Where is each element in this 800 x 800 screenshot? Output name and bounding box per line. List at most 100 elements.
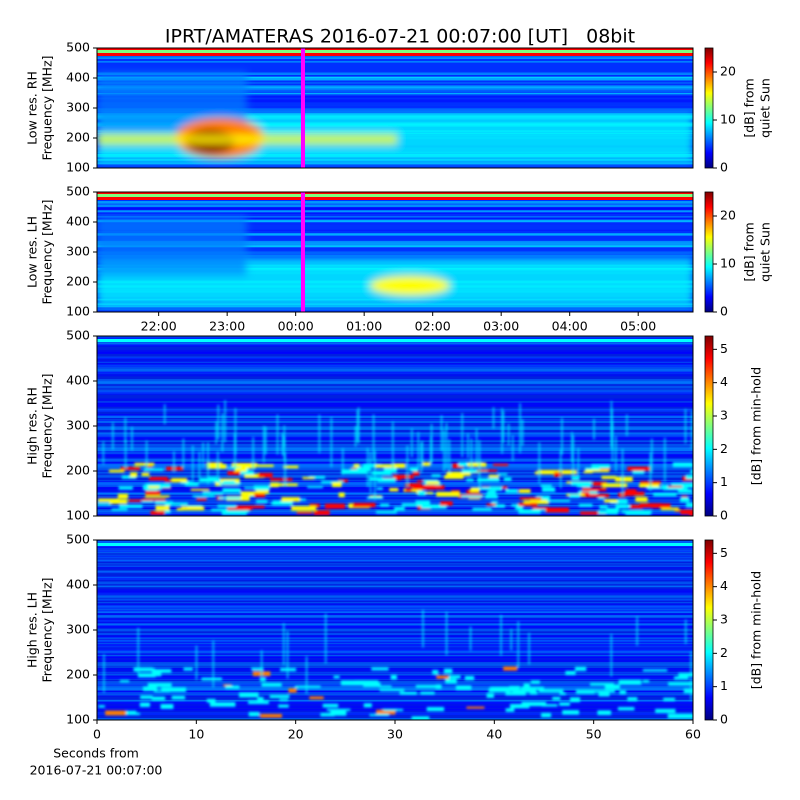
burst xyxy=(374,464,401,468)
burst xyxy=(530,680,540,684)
band xyxy=(97,644,693,646)
streak xyxy=(212,640,215,688)
burst xyxy=(503,477,512,482)
band xyxy=(97,360,693,363)
band xyxy=(97,453,693,457)
band xyxy=(97,565,693,567)
x-tick-label: 02:00 xyxy=(415,319,451,334)
y-tick-label: 200 xyxy=(66,667,90,682)
streak xyxy=(198,451,201,484)
burst xyxy=(380,503,390,507)
streak xyxy=(492,407,495,429)
band xyxy=(97,61,693,63)
streak xyxy=(519,403,522,454)
burst xyxy=(141,472,150,477)
burst xyxy=(486,503,496,506)
band xyxy=(97,251,693,254)
burst xyxy=(632,469,645,475)
burst xyxy=(181,506,205,511)
burst xyxy=(389,487,399,492)
burst xyxy=(393,474,414,479)
streak xyxy=(625,414,628,436)
burst xyxy=(121,475,137,479)
streak xyxy=(284,452,287,487)
marker xyxy=(301,48,305,168)
burst xyxy=(259,677,266,682)
burst xyxy=(627,466,651,471)
y-tick-label: 200 xyxy=(66,274,90,289)
band xyxy=(97,306,693,309)
band xyxy=(97,365,693,368)
burst xyxy=(678,672,693,677)
spectrogram xyxy=(97,192,693,312)
burst xyxy=(681,495,688,499)
burst xyxy=(220,478,240,483)
burst xyxy=(190,488,210,491)
band xyxy=(97,692,693,694)
burst xyxy=(330,710,347,716)
y-axis-label: Low res. LH xyxy=(25,216,40,288)
band xyxy=(97,432,693,434)
streak xyxy=(366,448,369,487)
streak xyxy=(475,428,478,464)
band xyxy=(97,402,693,405)
band xyxy=(97,649,693,651)
burst xyxy=(553,472,563,477)
band xyxy=(97,351,693,355)
burst xyxy=(240,491,260,496)
band xyxy=(97,244,693,246)
burst xyxy=(281,497,300,502)
streak xyxy=(614,436,617,472)
streak xyxy=(448,439,451,474)
burst xyxy=(294,685,321,688)
band xyxy=(97,444,693,447)
streak xyxy=(684,409,687,444)
burst xyxy=(151,671,162,677)
colorbar xyxy=(704,539,714,721)
burst xyxy=(299,498,307,501)
burst xyxy=(685,474,693,480)
burst xyxy=(470,487,480,493)
streak xyxy=(283,425,286,448)
burst xyxy=(217,504,237,508)
y-tick-label: 400 xyxy=(66,373,90,388)
streak xyxy=(252,436,255,470)
streak xyxy=(163,404,166,425)
band xyxy=(97,662,693,665)
burst xyxy=(321,480,343,484)
burst xyxy=(227,471,241,476)
burst xyxy=(222,488,241,493)
burst xyxy=(117,493,129,499)
band xyxy=(97,541,693,543)
burst xyxy=(218,496,241,500)
burst xyxy=(390,674,397,680)
band xyxy=(97,617,693,621)
band xyxy=(97,389,693,392)
burst xyxy=(145,495,170,498)
band xyxy=(97,682,693,686)
burst xyxy=(672,462,693,468)
colorbar-tick-label: 5 xyxy=(720,545,728,560)
band xyxy=(97,107,693,111)
band xyxy=(97,656,693,658)
burst xyxy=(254,493,266,498)
burst xyxy=(258,472,273,478)
burst xyxy=(568,711,580,714)
burst xyxy=(196,498,207,501)
streak xyxy=(478,440,481,488)
burst xyxy=(147,682,172,687)
burst xyxy=(598,692,610,697)
band xyxy=(97,207,693,210)
burst xyxy=(109,499,128,504)
band xyxy=(97,342,693,345)
y-axis-label: Frequency [MHz] xyxy=(40,373,55,478)
burst xyxy=(677,489,693,494)
band xyxy=(97,434,693,438)
burst xyxy=(606,507,619,513)
y-tick-label: 500 xyxy=(66,532,90,547)
burst xyxy=(597,710,612,716)
streak xyxy=(111,422,114,450)
burst xyxy=(625,489,637,494)
burst xyxy=(206,698,216,703)
band xyxy=(97,305,693,308)
